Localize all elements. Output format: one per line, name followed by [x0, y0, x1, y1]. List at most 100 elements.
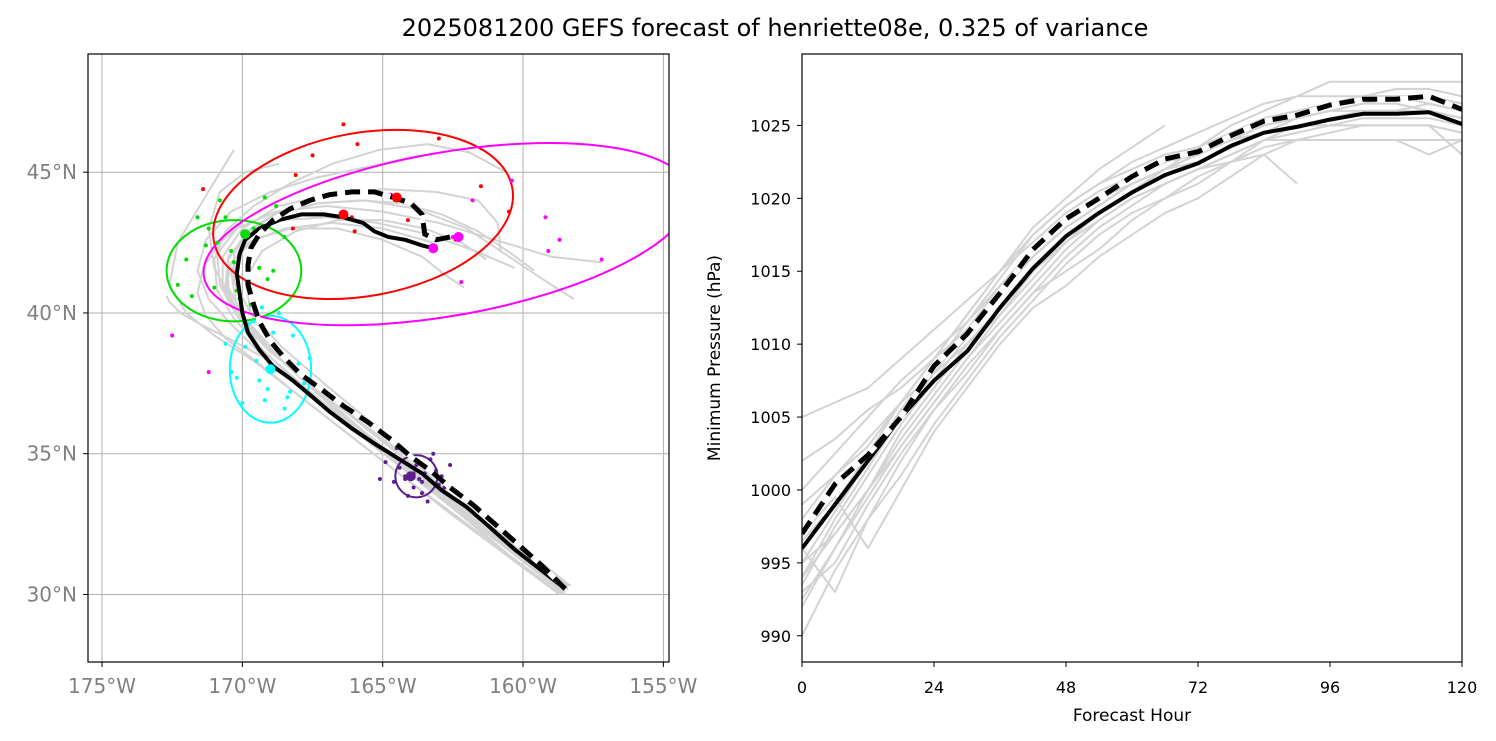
pressure-x-axis-label: Forecast Hour — [1073, 706, 1191, 726]
map-x-tick-label: 175°W — [68, 674, 136, 698]
member-position-t96 — [355, 142, 360, 147]
member-pressure-line — [802, 124, 1462, 593]
mean-position-t72 — [240, 229, 251, 240]
member-position-t96 — [201, 187, 206, 192]
uncertainty-ellipse-t72 — [165, 219, 303, 323]
member-position-t24 — [391, 479, 396, 484]
member-pressure-line — [802, 124, 1462, 593]
member-position-t24 — [417, 477, 422, 482]
member-position-t24 — [428, 457, 433, 462]
map-plot-area — [88, 54, 669, 662]
member-position-t96 — [436, 136, 441, 141]
member-position-t72 — [262, 195, 267, 200]
mean-position-t120 — [453, 231, 464, 242]
member-track — [224, 216, 566, 593]
member-position-t120 — [599, 257, 604, 262]
member-position-t120 — [206, 370, 211, 375]
member-position-t48 — [282, 406, 287, 411]
pressure-x-tick-label: 0 — [797, 678, 807, 697]
pressure-chart-panel: 0 24 48 72 96 120 990 995 1000 1005 1010 1015 1020 10… — [705, 53, 1478, 726]
member-position-t72 — [251, 226, 256, 231]
pressure-x-tick-label: 120 — [1447, 678, 1478, 697]
member-position-t48 — [240, 401, 245, 406]
member-position-t48 — [296, 361, 301, 366]
member-position-t72 — [189, 294, 194, 299]
mean-position-t120 — [428, 243, 439, 254]
member-position-t48 — [307, 356, 312, 360]
member-position-t24 — [420, 479, 425, 484]
pressure-y-tick-label: 1000 — [750, 481, 791, 500]
pressure-y-tick-label: 1005 — [750, 408, 791, 427]
pressure-y-tick-label: 995 — [760, 554, 791, 573]
member-position-t96 — [290, 226, 295, 231]
map-x-tick-label: 160°W — [489, 674, 557, 698]
member-position-t24 — [431, 451, 436, 456]
member-position-t96 — [405, 218, 410, 223]
map-y-tick-label: 30°N — [27, 582, 77, 606]
member-position-t48 — [243, 344, 248, 349]
member-track — [213, 143, 563, 593]
pressure-plot-area — [802, 80, 1462, 637]
member-pressure-line — [802, 117, 1462, 637]
member-position-t72 — [206, 226, 211, 231]
pressure-y-axis-label: Minimum Pressure (hPa) — [705, 255, 725, 461]
member-position-t120 — [543, 215, 548, 220]
member-position-t48 — [260, 305, 265, 310]
member-position-t96 — [507, 209, 512, 214]
pressure-frame — [801, 53, 1463, 663]
mean-track-dashed — [245, 189, 567, 591]
member-position-t48 — [288, 389, 293, 394]
member-position-t120 — [459, 280, 464, 284]
member-position-t72 — [223, 215, 228, 220]
mean-position-t96 — [338, 209, 349, 220]
member-position-t48 — [223, 341, 228, 346]
map-x-tick-label: 165°W — [349, 674, 417, 698]
member-position-t24 — [383, 460, 388, 465]
mean-pressure-dashed — [802, 93, 1462, 536]
member-position-t72 — [217, 198, 222, 203]
member-position-t48 — [251, 319, 256, 324]
member-position-t72 — [175, 282, 180, 287]
map-y-tick-label: 40°N — [27, 301, 77, 325]
map-y-tick-label: 45°N — [27, 160, 77, 184]
member-position-t96 — [341, 122, 346, 127]
pressure-y-tick-label: 990 — [760, 627, 791, 646]
member-position-t24 — [448, 462, 453, 467]
mean-track-solid — [234, 212, 567, 591]
member-position-t48 — [257, 378, 262, 383]
member-pressure-line — [802, 139, 1462, 550]
pressure-y-tick-label: 1015 — [750, 262, 791, 281]
member-position-t120 — [509, 178, 514, 183]
member-pressure-line — [802, 95, 1462, 564]
member-position-t24 — [411, 485, 416, 490]
member-position-t72 — [257, 265, 262, 270]
member-position-t48 — [271, 330, 276, 335]
member-position-t72 — [195, 215, 200, 220]
member-position-t96 — [478, 184, 483, 189]
member-position-t120 — [470, 198, 475, 203]
pressure-x-tick-label: 96 — [1320, 678, 1340, 697]
mean-position-t24 — [405, 471, 416, 482]
member-position-t120 — [170, 333, 175, 338]
uncertainty-ellipse-t96 — [212, 128, 514, 301]
uncertainty-ellipse-t120 — [202, 142, 669, 327]
member-position-t48 — [229, 370, 234, 375]
mean-position-t48 — [265, 364, 276, 375]
mean-position-t96 — [391, 192, 402, 203]
member-position-t72 — [265, 277, 270, 282]
member-position-t120 — [557, 237, 562, 242]
pressure-x-tick-label: 72 — [1188, 678, 1208, 697]
member-position-t24 — [425, 499, 430, 504]
pressure-y-tick-label: 1025 — [750, 116, 791, 135]
map-x-tick-label: 170°W — [208, 674, 276, 698]
pressure-y-tick-label: 1010 — [750, 335, 791, 354]
mean-pressure-solid — [802, 110, 1462, 550]
map-frame — [87, 53, 670, 663]
member-position-t48 — [276, 310, 281, 315]
member-position-t48 — [285, 395, 290, 400]
member-track — [224, 227, 566, 596]
pressure-x-tick-label: 24 — [924, 678, 944, 697]
member-position-t96 — [352, 229, 357, 234]
